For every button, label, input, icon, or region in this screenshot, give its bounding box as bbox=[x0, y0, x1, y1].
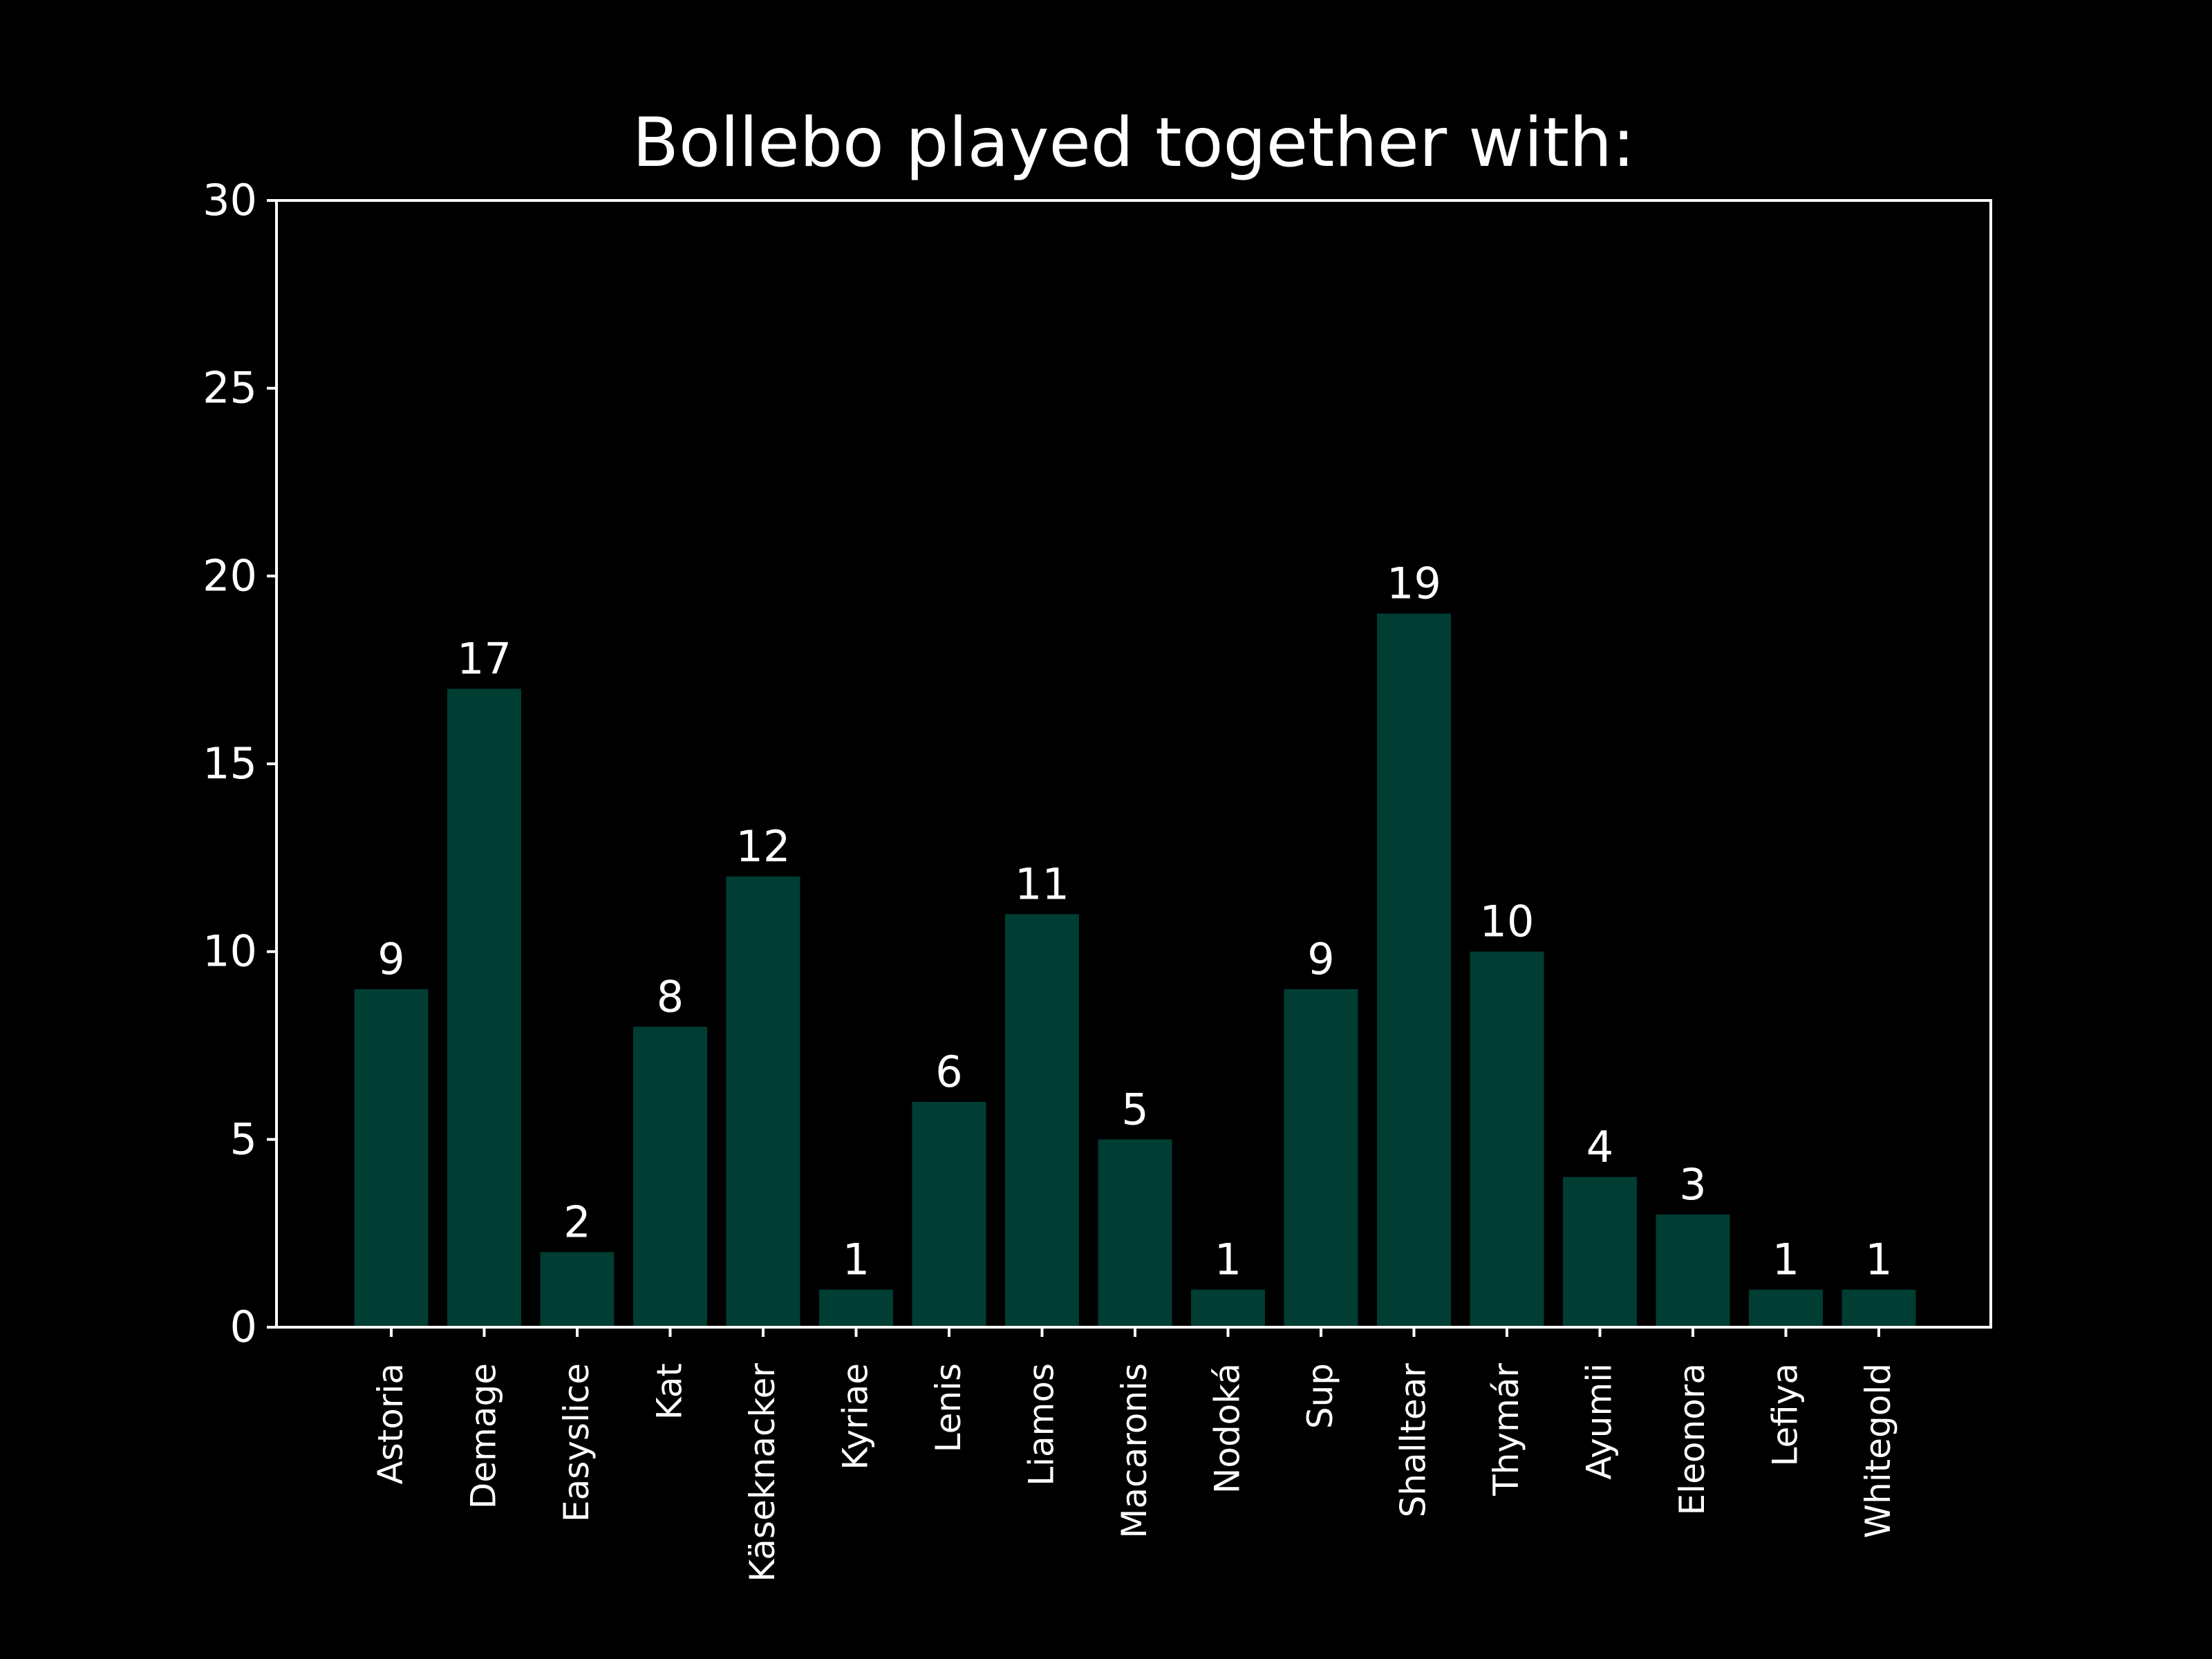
data-label: 1 bbox=[1865, 1235, 1892, 1285]
data-label: 10 bbox=[1480, 897, 1535, 947]
data-label: 17 bbox=[457, 633, 512, 684]
bars-layer bbox=[354, 613, 1916, 1327]
bar-demage bbox=[447, 688, 521, 1327]
y-tick-label: 5 bbox=[230, 1114, 257, 1164]
data-label: 19 bbox=[1387, 559, 1441, 609]
x-tick-label: Ayumii bbox=[1580, 1363, 1620, 1480]
bar-sup bbox=[1284, 989, 1358, 1327]
bar-easyslice bbox=[540, 1252, 615, 1327]
x-tick-label: Liamos bbox=[1022, 1363, 1062, 1486]
y-tick-label: 0 bbox=[230, 1302, 257, 1352]
data-label: 5 bbox=[1121, 1084, 1148, 1134]
y-tick-label: 30 bbox=[203, 175, 257, 225]
data-label: 3 bbox=[1679, 1159, 1706, 1210]
bar-whitegold bbox=[1841, 1289, 1916, 1327]
data-label: 4 bbox=[1586, 1122, 1613, 1172]
chart-title: Bollebo played together with: bbox=[632, 104, 1635, 182]
x-tick-label: Demage bbox=[464, 1363, 504, 1509]
x-tick-label: Eleonora bbox=[1672, 1363, 1712, 1515]
bar-kyriae bbox=[819, 1289, 893, 1327]
bar-lenis bbox=[912, 1102, 986, 1327]
x-tick-label: Nodoká bbox=[1208, 1363, 1248, 1494]
bar-ayumii bbox=[1563, 1177, 1637, 1327]
data-label: 12 bbox=[736, 821, 791, 872]
bar-shalltear bbox=[1377, 613, 1451, 1327]
plot-frame bbox=[275, 199, 1992, 1329]
y-tick-label: 20 bbox=[203, 550, 257, 601]
bar-nodok- bbox=[1191, 1289, 1265, 1327]
data-label: 9 bbox=[1307, 934, 1334, 984]
bar-k-seknacker bbox=[726, 877, 800, 1327]
x-tick-label: Kat bbox=[650, 1363, 690, 1420]
x-tick-label: Sup bbox=[1300, 1363, 1340, 1429]
bar-kat bbox=[633, 1027, 707, 1327]
bar-astoria bbox=[354, 989, 429, 1327]
data-label: 2 bbox=[563, 1197, 590, 1247]
data-label: 1 bbox=[1215, 1235, 1241, 1285]
x-tick-label: Lenis bbox=[928, 1363, 968, 1452]
x-tick-label: Käseknacker bbox=[742, 1363, 782, 1582]
data-label: 8 bbox=[657, 971, 684, 1022]
x-tick-label: Kyriae bbox=[836, 1363, 876, 1470]
x-tick-label: Shalltear bbox=[1394, 1363, 1434, 1518]
x-tick-label: Easyslice bbox=[556, 1363, 597, 1522]
bar-thym-r bbox=[1470, 951, 1544, 1327]
bar-liamos bbox=[1005, 914, 1079, 1327]
y-tick-label: 25 bbox=[203, 363, 257, 413]
bar-macaronis bbox=[1098, 1139, 1172, 1327]
data-label: 1 bbox=[843, 1235, 870, 1285]
x-tick-label: Whitegold bbox=[1858, 1363, 1898, 1538]
bar-eleonora bbox=[1656, 1215, 1730, 1327]
x-tick-label: Macaronis bbox=[1114, 1363, 1154, 1539]
y-axis: 0 5 10 15 20 25 30 bbox=[203, 175, 276, 1352]
data-label: 1 bbox=[1772, 1235, 1799, 1285]
x-tick-label: Astoria bbox=[371, 1363, 411, 1485]
data-label: 9 bbox=[377, 934, 404, 984]
data-label: 11 bbox=[1015, 859, 1069, 909]
y-tick-label: 10 bbox=[203, 926, 257, 977]
y-tick-label: 15 bbox=[203, 738, 257, 789]
x-tick-label: Thymár bbox=[1486, 1363, 1526, 1497]
bar-lefiya bbox=[1749, 1289, 1823, 1327]
x-axis: Astoria Demage Easyslice Kat Käseknacker Kyri… bbox=[371, 1327, 1898, 1582]
data-label: 6 bbox=[935, 1047, 962, 1097]
x-tick-label: Lefiya bbox=[1765, 1363, 1806, 1466]
